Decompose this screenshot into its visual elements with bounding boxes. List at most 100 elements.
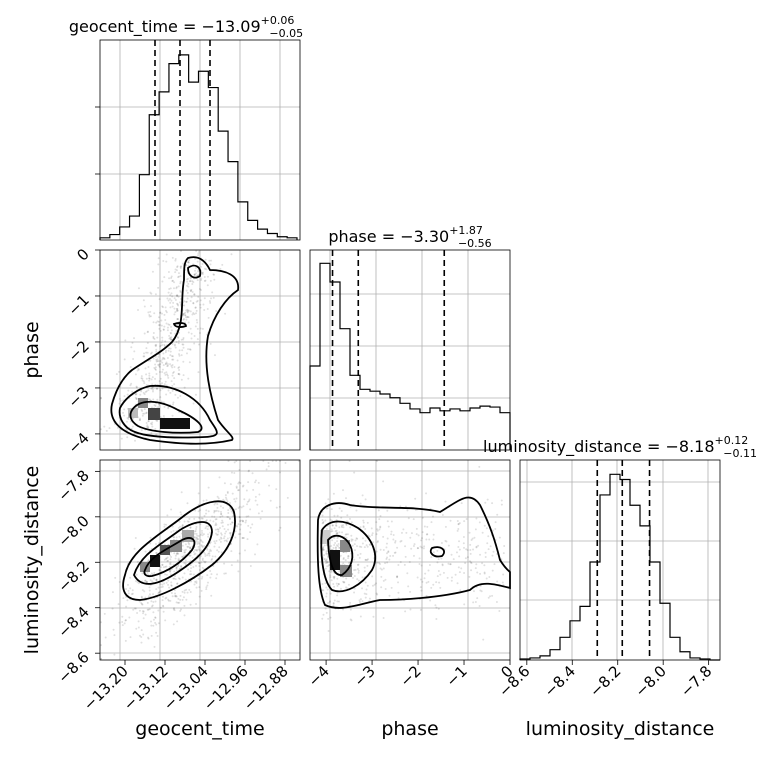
scatter-point-geocent-distance [205,588,208,591]
scatter-point-geocent-phase [209,279,212,282]
ytick-label-luminosity-distance-2: −8.2 [54,557,92,595]
scatter-point-geocent-phase [148,372,151,375]
scatter-point-geocent-phase [171,280,174,283]
scatter-point-geocent-phase [196,299,199,302]
scatter-point-geocent-distance [200,517,203,520]
scatter-point-phase-distance [325,552,328,555]
scatter-point-geocent-distance [197,577,200,580]
scatter-point-geocent-distance [133,607,136,610]
scatter-point-phase-distance [488,576,491,579]
scatter-point-geocent-distance [195,527,198,530]
scatter-point-geocent-distance [146,608,149,611]
scatter-point-geocent-phase [148,315,151,318]
frame-hist-phase [309,249,511,451]
title-geocent-time-minus: −0.05 [269,27,303,40]
scatter-point-geocent-distance [169,573,172,576]
scatter-point-geocent-phase [182,346,185,349]
scatter-point-phase-distance [338,531,341,534]
scatter-point-geocent-phase [143,393,146,396]
scatter-point-phase-distance [478,521,481,524]
scatter-point-phase-distance [363,592,366,595]
scatter-point-phase-distance [355,509,358,512]
scatter-point-geocent-distance [206,528,209,531]
grid-scatter-phase-distance [310,460,510,660]
scatter-point-geocent-phase [161,343,164,346]
contour-inner-phase-distance [327,534,354,576]
scatter-point-geocent-distance [160,586,163,589]
panel-scatter-phase-distance: −4 −3 −2 −1 0 [305,459,517,690]
scatter-point-phase-distance [354,539,357,542]
xtick-label-phase-2: −2 [397,662,425,690]
scatter-point-phase-distance [370,527,373,530]
scatter-point-geocent-distance [183,572,186,575]
scatter-point-geocent-phase [166,364,169,367]
scatter-point-phase-distance [348,561,351,564]
scatter-point-phase-distance [394,541,397,544]
scatter-point-phase-distance [373,583,376,586]
scatter-point-geocent-phase [196,321,199,324]
scatter-point-geocent-phase [135,392,138,395]
scatter-point-geocent-phase [175,341,178,344]
scatter-point-geocent-distance [104,636,107,639]
scatter-point-phase-distance [431,515,434,518]
scatter-point-geocent-distance [161,585,164,588]
scatter-point-phase-distance [419,545,422,548]
scatter-point-phase-distance [356,578,359,581]
scatter-point-geocent-distance [129,576,132,579]
scatter-point-geocent-phase [166,356,169,359]
scatter-point-geocent-distance [118,621,121,624]
scatter-point-geocent-phase [171,364,174,367]
scatter-point-phase-distance [502,552,505,555]
scatter-point-geocent-phase [170,325,173,328]
scatter-point-geocent-distance [144,550,147,553]
title-luminosity-distance-main: luminosity_distance [483,437,642,457]
scatter-point-phase-distance [333,585,336,588]
scatter-point-phase-distance [484,556,487,559]
scatter-point-geocent-distance [187,520,190,523]
scatter-point-geocent-phase [209,263,212,266]
ytick-label-phase-1: −3 [64,383,92,411]
scatter-point-geocent-distance [227,523,230,526]
scatter-point-phase-distance [420,589,423,592]
scatter-point-phase-distance [436,549,439,552]
scatter-point-phase-distance [336,532,339,535]
scatter-point-phase-distance [397,581,400,584]
scatter-point-geocent-phase [199,299,202,302]
scatter-point-geocent-phase [170,329,173,332]
scatter-point-geocent-distance [162,566,165,569]
scatter-point-geocent-phase [157,324,160,327]
scatter-point-geocent-distance [165,557,168,560]
scatter-point-geocent-distance [213,509,216,512]
scatter-point-geocent-phase [196,274,199,277]
scatter-point-phase-distance [335,522,338,525]
scatter-point-geocent-distance [184,548,187,551]
scatter-point-geocent-distance [174,554,177,557]
scatter-point-geocent-distance [254,553,257,556]
scatter-point-phase-distance [340,509,343,512]
scatter-point-phase-distance [387,525,390,528]
scatter-point-geocent-distance [218,476,221,479]
scatter-point-geocent-phase [176,359,179,362]
scatter-point-geocent-distance [245,489,248,492]
scatter-point-phase-distance [365,593,368,596]
scatter-point-geocent-distance [197,545,200,548]
scatter-point-geocent-distance [216,549,219,552]
scatter-point-geocent-phase [132,417,135,420]
scatter-point-geocent-phase [100,397,102,400]
scatter-point-geocent-distance [154,600,157,603]
ytick-label-phase-4: 0 [73,245,92,264]
scatter-point-geocent-distance [194,529,197,532]
scatter-point-geocent-phase [133,337,136,340]
scatter-point-phase-distance [385,546,388,549]
scatter-point-phase-distance [371,534,374,537]
scatter-point-phase-distance [430,556,433,559]
scatter-point-geocent-distance [240,506,243,509]
scatter-point-phase-distance [330,571,333,574]
scatter-point-geocent-distance [229,508,232,511]
scatter-point-phase-distance [503,544,506,547]
scatter-point-geocent-phase [189,277,192,280]
scatter-point-phase-distance [432,538,435,541]
scatter-point-phase-distance [468,531,471,534]
contour-middle-geocent-phase [118,385,218,439]
scatter-point-geocent-phase [196,338,199,341]
